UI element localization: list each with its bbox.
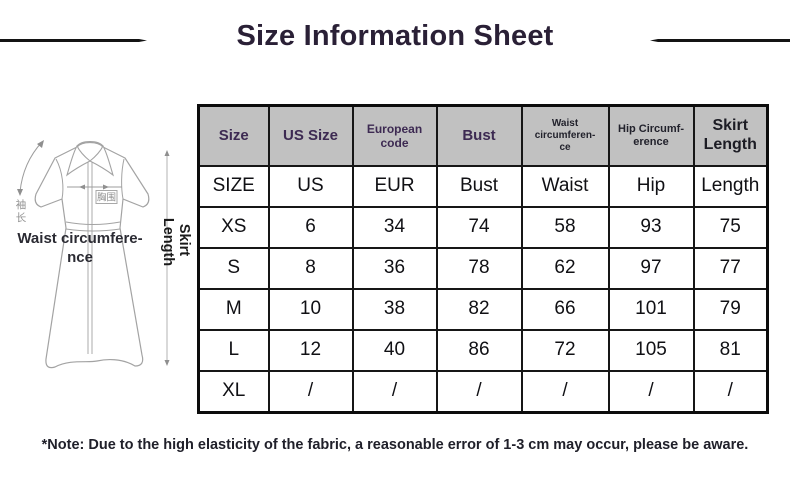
- subheader-cell: US: [267, 164, 354, 208]
- size-cell: XL: [197, 369, 270, 414]
- value-cell: 10: [267, 287, 354, 331]
- col-header-size: Size: [197, 104, 270, 167]
- value-cell: 66: [520, 287, 610, 331]
- subheader-cell: Waist: [520, 164, 610, 208]
- svg-text:Skirt Length: Skirt Length: [160, 218, 192, 266]
- value-cell: 79: [692, 287, 769, 331]
- table-row-s: S 8 36 78 62 97 77: [197, 246, 769, 290]
- dress-diagram: 胸围 袖 长 Skirt Length: [16, 140, 192, 369]
- subheader-cell: Bust: [435, 164, 523, 208]
- size-cell: M: [197, 287, 270, 331]
- table-row-l: L 12 40 86 72 105 81: [197, 328, 769, 372]
- value-cell: 77: [692, 246, 769, 290]
- value-cell: 74: [435, 205, 523, 249]
- waist-line: [65, 221, 121, 232]
- sleeve-measure-arrow: [19, 141, 43, 193]
- col-header-bust: Bust: [435, 104, 523, 167]
- value-cell: 105: [607, 328, 695, 372]
- bust-label-cn: 胸围: [97, 192, 116, 204]
- value-cell: /: [607, 369, 695, 414]
- value-cell: 12: [267, 328, 354, 372]
- size-cell: L: [197, 328, 270, 372]
- value-cell: 86: [435, 328, 523, 372]
- sleeve-arrow-top-icon: [37, 140, 44, 148]
- value-cell: 97: [607, 246, 695, 290]
- subheader-cell: SIZE: [197, 164, 270, 208]
- value-cell: 81: [692, 328, 769, 372]
- value-cell: 72: [520, 328, 610, 372]
- value-cell: 101: [607, 287, 695, 331]
- value-cell: 6: [267, 205, 354, 249]
- value-cell: /: [351, 369, 438, 414]
- collar-right: [88, 144, 115, 177]
- waist-label-line2: nce: [67, 248, 93, 266]
- sleeve-label-cn-1: 袖: [16, 198, 27, 211]
- title-divider-right: [650, 39, 790, 42]
- value-cell: 38: [351, 287, 438, 331]
- value-cell: 40: [351, 328, 438, 372]
- value-cell: 58: [520, 205, 610, 249]
- note-text: *Note: Due to the high elasticity of the…: [41, 437, 749, 453]
- size-cell: S: [197, 246, 270, 290]
- subheader-cell: Hip: [607, 164, 695, 208]
- col-header-hip: Hip Circumf-erence: [607, 104, 695, 167]
- value-cell: /: [520, 369, 610, 414]
- value-cell: /: [692, 369, 769, 414]
- skirt-length-label: Skirt Length: [160, 218, 192, 266]
- skirt-length-arrow-top-icon: [164, 150, 170, 156]
- value-cell: 34: [351, 205, 438, 249]
- value-cell: 8: [267, 246, 354, 290]
- value-cell: 78: [435, 246, 523, 290]
- bust-arrow-right-icon: [103, 184, 109, 190]
- table-row-xs: XS 6 34 74 58 93 75: [197, 205, 769, 249]
- collar-top: [76, 140, 104, 147]
- table-row-xl: XL / / / / / /: [197, 369, 769, 414]
- subheader-cell: EUR: [351, 164, 438, 208]
- size-table: Size US Size European code Bust Waist circ…: [197, 104, 769, 414]
- col-header-european-code: European code: [351, 104, 438, 167]
- table-subheader-row: SIZE US EUR Bust Waist Hip Length: [197, 164, 769, 208]
- armhole-seam-left: [55, 158, 64, 200]
- value-cell: 82: [435, 287, 523, 331]
- col-header-skirt-length: Skirt Length: [692, 104, 769, 167]
- armhole-seam-right: [121, 158, 125, 200]
- value-cell: /: [435, 369, 523, 414]
- table-row-m: M 10 38 82 66 101 79: [197, 287, 769, 331]
- value-cell: 93: [607, 205, 695, 249]
- table-header-row: Size US Size European code Bust Waist circ…: [197, 104, 769, 167]
- col-header-waist: Waist circumferen-ce: [520, 104, 610, 167]
- value-cell: 62: [520, 246, 610, 290]
- waist-label-line1: Waist circumfere-: [17, 230, 143, 247]
- page-title: Size Information Sheet: [236, 20, 554, 52]
- value-cell: 75: [692, 205, 769, 249]
- value-cell: 36: [351, 246, 438, 290]
- subheader-cell: Length: [692, 164, 769, 208]
- bust-label-box: [95, 190, 118, 204]
- placket-line: [87, 162, 93, 354]
- sleeve-label-cn-2: 长: [16, 212, 27, 224]
- bust-arrow-left-icon: [79, 184, 85, 190]
- size-cell: XS: [197, 205, 270, 249]
- col-header-us-size: US Size: [267, 104, 354, 167]
- collar-left: [65, 144, 92, 177]
- title-divider-left: [0, 39, 147, 42]
- sleeve-arrow-bottom-icon: [17, 189, 23, 196]
- waist-circumference-label: Waist circumfere- nce: [2, 230, 158, 268]
- value-cell: /: [267, 369, 354, 414]
- skirt-length-arrow-bottom-icon: [164, 360, 170, 366]
